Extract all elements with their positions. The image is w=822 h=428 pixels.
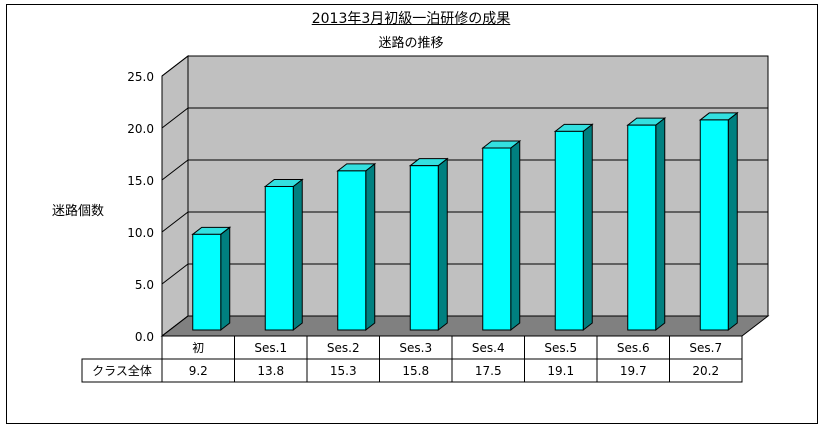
data-label: 13.8: [257, 364, 284, 378]
y-tick-label: 5.0: [135, 278, 154, 292]
data-label: 9.2: [189, 364, 208, 378]
x-tick-label: Ses.2: [327, 341, 360, 355]
y-tick-label: 0.0: [135, 330, 154, 344]
y-tick-label: 20.0: [127, 122, 154, 136]
bar-side: [437, 157, 448, 332]
bar: [482, 147, 512, 331]
bar-side: [655, 117, 666, 332]
chart-subtitle: 迷路の推移: [378, 36, 444, 51]
x-tick-label: Ses.3: [399, 341, 432, 355]
x-tick-label: 初: [192, 341, 204, 355]
x-tick-label: Ses.4: [472, 341, 505, 355]
x-tick-label: Ses.1: [254, 341, 287, 355]
bar-side: [727, 111, 738, 332]
x-tick-label: Ses.7: [689, 341, 722, 355]
y-tick-label: 25.0: [127, 70, 154, 84]
floor: [160, 315, 770, 337]
data-label: 15.3: [330, 364, 357, 378]
table-data-row: [81, 358, 743, 383]
bar: [699, 119, 729, 331]
bar-side: [292, 178, 303, 332]
data-label: 15.8: [402, 364, 429, 378]
bar-side: [510, 139, 521, 332]
bar-side: [582, 123, 593, 332]
bar: [192, 233, 222, 331]
bar: [627, 124, 657, 331]
chart-title: 2013年3月初級一泊研修の成果: [311, 11, 511, 27]
legend-series-name: クラス全体: [92, 363, 152, 378]
bar-side: [365, 162, 376, 332]
bar-side: [220, 226, 231, 332]
data-label: 19.1: [547, 364, 574, 378]
bar: [554, 130, 584, 331]
bar: [337, 170, 367, 331]
y-axis-label: 迷路個数: [52, 204, 105, 219]
side-wall: [161, 54, 189, 338]
gridline: [161, 55, 768, 77]
data-label: 20.2: [692, 364, 719, 378]
y-tick-label: 10.0: [127, 226, 154, 240]
x-tick-label: Ses.5: [544, 341, 577, 355]
x-tick-label: Ses.6: [617, 341, 650, 355]
data-label: 19.7: [620, 364, 647, 378]
y-tick-label: 15.0: [127, 174, 154, 188]
gridline: [161, 107, 768, 129]
data-label: 17.5: [475, 364, 502, 378]
bar: [409, 165, 439, 331]
bar: [264, 185, 294, 331]
